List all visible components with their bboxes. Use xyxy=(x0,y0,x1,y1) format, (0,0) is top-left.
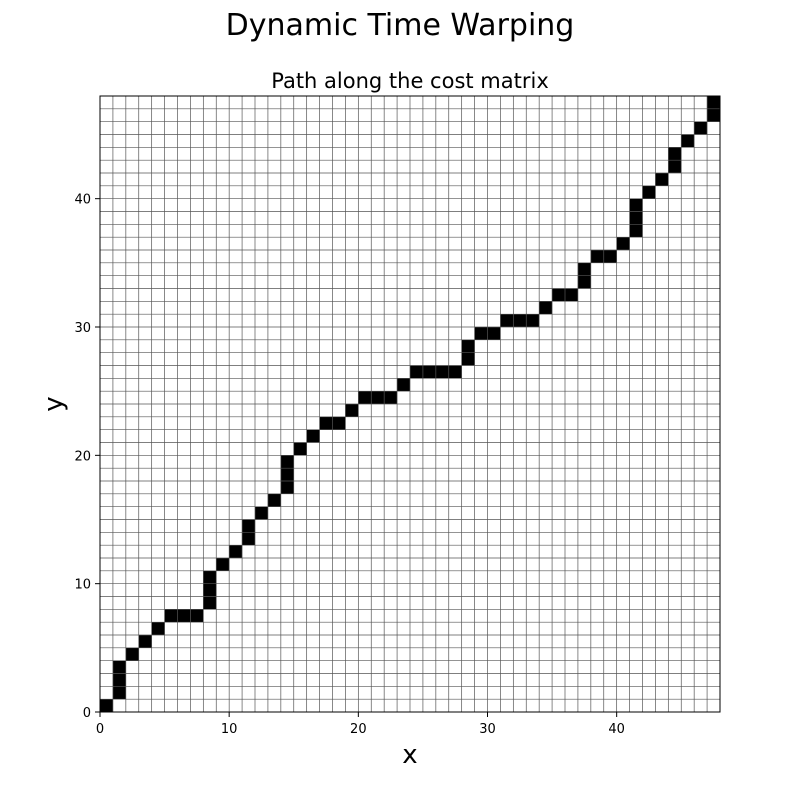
path-cell xyxy=(280,468,294,481)
chart-title: Path along the cost matrix xyxy=(271,69,549,93)
path-cell xyxy=(125,647,139,661)
path-cell xyxy=(461,352,475,366)
path-cell xyxy=(332,416,346,430)
y-tick-label: 10 xyxy=(74,578,91,593)
x-tick-label: 40 xyxy=(608,722,625,737)
x-tick-label: 0 xyxy=(96,722,104,737)
path-cell xyxy=(384,391,398,404)
y-tick-label: 20 xyxy=(74,449,91,464)
plot-frame xyxy=(99,95,721,713)
path-cell xyxy=(138,635,152,648)
path-cell xyxy=(306,429,320,443)
path-cell xyxy=(203,583,217,597)
path-cell xyxy=(422,365,436,379)
path-cell xyxy=(190,609,204,623)
path-cell xyxy=(203,596,217,610)
x-tick-label: 20 xyxy=(350,722,367,737)
y-axis-label: y xyxy=(39,396,69,411)
path-cell xyxy=(629,211,643,225)
path-cell xyxy=(668,147,682,161)
x-tick-label: 30 xyxy=(479,722,496,737)
path-cell xyxy=(487,327,501,340)
path-cell xyxy=(255,506,268,520)
path-cell xyxy=(358,391,372,404)
path-cell xyxy=(345,404,359,417)
path-cell xyxy=(112,660,126,674)
path-cell xyxy=(590,250,604,263)
path-cell xyxy=(229,545,243,558)
path-cell xyxy=(461,339,475,353)
path-cell xyxy=(100,699,113,712)
path-cell xyxy=(603,250,617,263)
path-cell xyxy=(629,198,643,212)
path-cell xyxy=(565,288,578,302)
path-cell xyxy=(668,160,682,173)
path-cell xyxy=(577,262,591,276)
path-cell xyxy=(151,622,165,635)
path-cell xyxy=(203,570,217,584)
path-cell xyxy=(513,314,527,327)
path-cell xyxy=(500,314,514,327)
path-cell xyxy=(242,519,255,533)
path-cell xyxy=(448,365,462,379)
figure-title: Dynamic Time Warping xyxy=(225,8,575,43)
path-cell xyxy=(526,314,540,327)
path-cell xyxy=(616,237,630,250)
path-cell xyxy=(267,493,281,507)
path-cell xyxy=(577,275,591,289)
path-cell xyxy=(642,185,656,199)
path-cell xyxy=(694,121,708,135)
plot-area: 0 10 20 30 40 0 10 20 30 40 xyxy=(74,95,721,737)
path-cell xyxy=(629,224,643,238)
path-cell xyxy=(280,455,294,469)
path-cell xyxy=(371,391,385,404)
path-cell xyxy=(319,416,333,430)
path-cell xyxy=(539,301,553,315)
path-cell xyxy=(293,442,307,456)
path-cell xyxy=(280,481,294,494)
y-tick-label: 0 xyxy=(83,706,91,721)
y-tick-label: 30 xyxy=(74,321,91,336)
path-cell xyxy=(474,327,488,340)
path-cell xyxy=(410,365,423,379)
path-cell xyxy=(177,609,191,623)
y-tick-label: 40 xyxy=(74,193,91,208)
x-axis-label: x xyxy=(402,740,417,770)
path-cell xyxy=(164,609,178,623)
path-cell xyxy=(435,365,449,379)
path-cell xyxy=(552,288,565,302)
path-cell xyxy=(707,96,720,109)
path-cell xyxy=(655,173,669,186)
path-cell xyxy=(242,532,255,546)
path-cell xyxy=(216,558,230,571)
path-cell xyxy=(112,686,126,700)
path-cell xyxy=(681,134,695,148)
x-tick-label: 10 xyxy=(221,722,238,737)
path-cell xyxy=(112,673,126,687)
path-cell xyxy=(707,108,720,122)
path-cell xyxy=(397,378,410,392)
